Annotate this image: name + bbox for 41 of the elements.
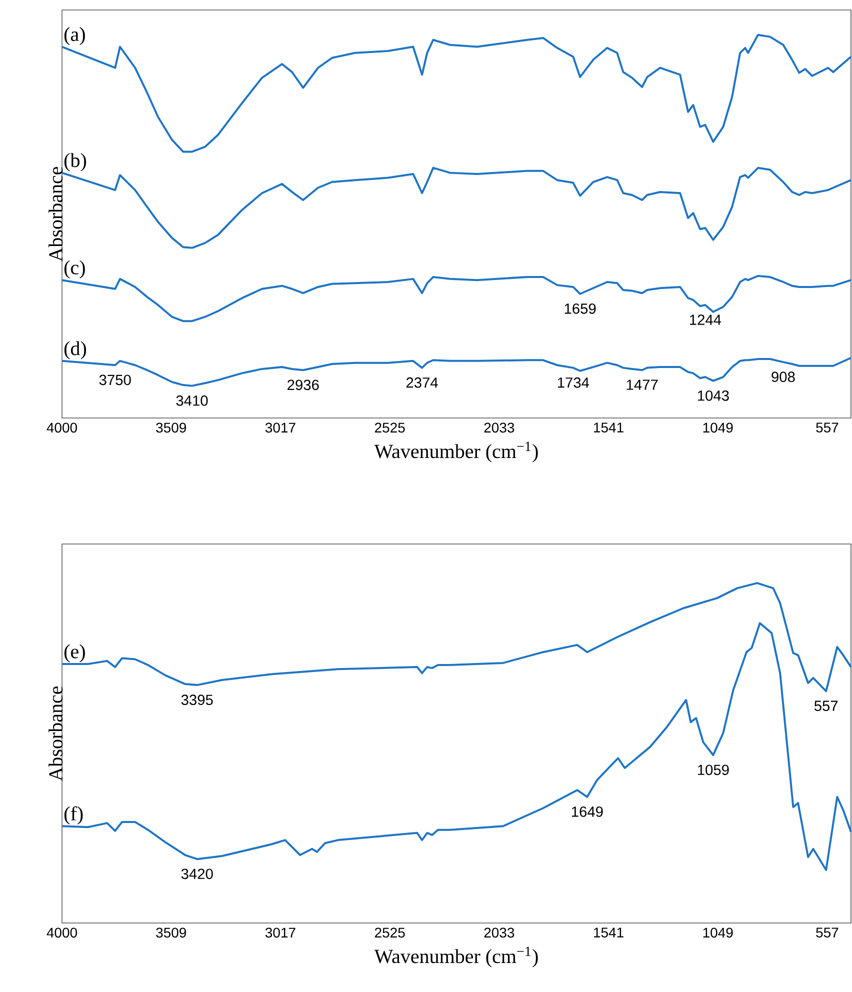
x-tick-label: 557	[816, 928, 838, 938]
x-axis-title: Wavenumber (cm$^{−1}$)	[374, 946, 538, 968]
x-tick-label: 3509	[156, 422, 186, 433]
annotation: 1659	[564, 303, 596, 314]
annotation: 3395	[181, 694, 213, 706]
series-label: (a)	[64, 27, 85, 46]
x-tick-label: 3509	[156, 928, 186, 938]
x-tick-label: 4000	[46, 422, 78, 433]
x-tick-label: 1049	[703, 422, 733, 433]
annotation: 3410	[176, 395, 208, 406]
annotation: 1043	[698, 390, 729, 401]
series-label: (e)	[64, 644, 85, 662]
annotation: 3750	[99, 374, 131, 386]
x-tick-label: 3017	[265, 928, 296, 938]
x-tick-label: 3017	[265, 422, 296, 433]
x-tick-label: 1049	[703, 928, 733, 938]
x-tick-label: 1541	[594, 928, 624, 938]
series-label: (b)	[64, 153, 86, 172]
series-label: (d)	[64, 341, 86, 360]
annotation: 1477	[626, 380, 658, 390]
series-label: (c)	[64, 260, 85, 278]
annotation: 1734	[558, 377, 590, 388]
x-tick-label: 557	[816, 422, 838, 432]
x-axis-title: Wavenumber (cm$^{−1}$)	[374, 442, 538, 462]
x-tick-label: 2033	[484, 928, 514, 938]
annotation: 908	[772, 372, 795, 382]
annotation: 1059	[698, 764, 729, 776]
series-label: (f)	[64, 806, 83, 825]
x-tick-label: 1541	[594, 422, 624, 432]
y-axis-title: Absorbance	[48, 686, 63, 782]
x-tick-label: 2525	[374, 928, 405, 938]
annotation: 2374	[406, 377, 438, 388]
x-tick-label: 2033	[484, 422, 514, 433]
y-axis-title: Absorbance	[48, 166, 63, 262]
annotation: 1649	[572, 806, 603, 817]
annotation: 2936	[288, 380, 319, 390]
x-tick-label: 4000	[46, 928, 78, 938]
x-tick-label: 2525	[374, 422, 405, 433]
annotation: 557	[814, 700, 838, 712]
annotation: 3420	[181, 868, 213, 880]
annotation: 1244	[690, 314, 722, 325]
